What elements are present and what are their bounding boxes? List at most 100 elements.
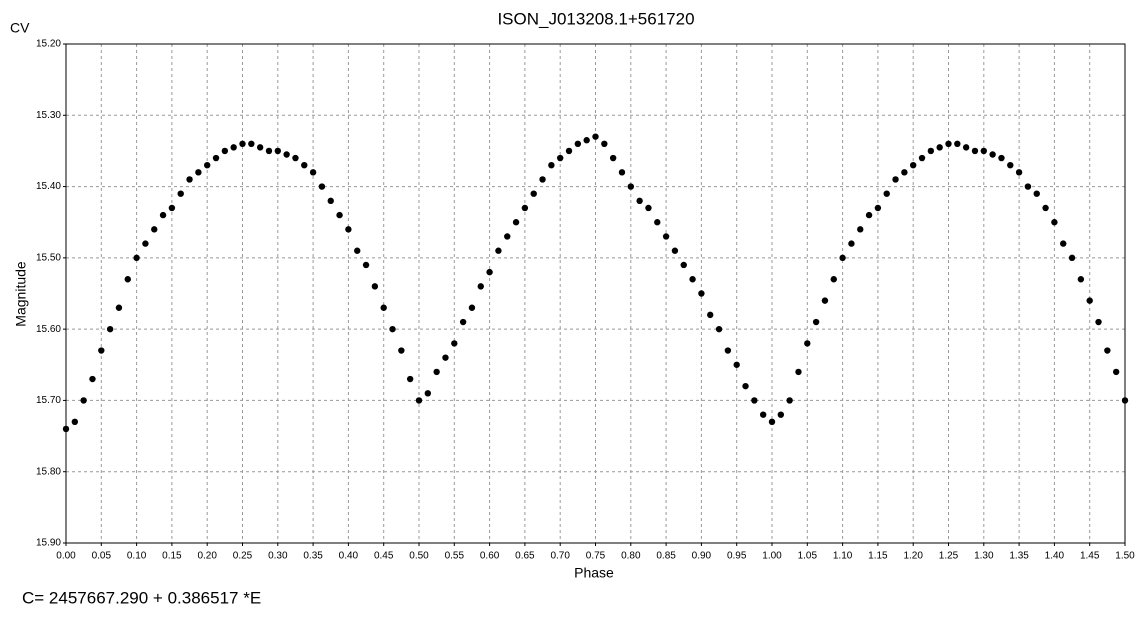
point: [486, 268, 493, 276]
point: [865, 211, 873, 219]
point: [812, 318, 820, 326]
point: [459, 318, 467, 326]
point: [133, 254, 140, 262]
point: [495, 247, 502, 254]
point: [168, 204, 176, 212]
point: [804, 340, 811, 347]
x-tick-label: 1.25: [939, 551, 959, 562]
point: [662, 233, 670, 240]
point: [962, 144, 970, 151]
point: [230, 144, 237, 151]
point: [998, 154, 1005, 162]
point: [609, 154, 617, 162]
point: [371, 283, 379, 290]
point: [857, 226, 864, 233]
x-tick-label: 0.20: [197, 551, 217, 562]
point: [327, 197, 334, 205]
point: [221, 147, 229, 155]
point: [406, 375, 414, 383]
point: [901, 169, 908, 176]
point: [274, 147, 281, 155]
y-tick-label: 15.80: [36, 466, 61, 477]
x-tick-label: 0.80: [621, 551, 641, 562]
point: [336, 211, 343, 219]
point: [989, 151, 996, 158]
point: [362, 261, 370, 269]
x-tick-label: 0.65: [515, 551, 535, 562]
point: [918, 154, 926, 162]
point: [565, 147, 573, 155]
x-tick-label: 1.05: [798, 551, 818, 562]
points: [62, 133, 1129, 433]
x-tick-label: 0.25: [233, 551, 253, 562]
point: [106, 325, 114, 333]
point: [636, 197, 643, 205]
x-tick-label: 1.50: [1115, 551, 1135, 562]
point: [821, 297, 829, 304]
point: [777, 411, 785, 418]
point: [927, 147, 935, 155]
point: [698, 290, 705, 297]
point: [354, 247, 361, 254]
point: [786, 397, 793, 404]
point: [177, 190, 184, 197]
point: [239, 140, 246, 147]
point: [910, 161, 917, 169]
point: [451, 340, 458, 347]
point: [204, 161, 211, 169]
point: [142, 240, 149, 247]
point: [1086, 297, 1093, 304]
point: [1104, 347, 1111, 354]
point: [733, 361, 740, 368]
x-tick-label: 1.45: [1080, 551, 1100, 562]
point: [186, 176, 193, 183]
point: [874, 204, 882, 212]
x-tick-label: 1.30: [974, 551, 994, 562]
point: [768, 418, 776, 426]
point: [504, 233, 511, 240]
x-tick-label: 0.90: [692, 551, 712, 562]
point: [398, 347, 405, 354]
point: [415, 397, 423, 404]
point: [1060, 240, 1067, 247]
point: [1068, 254, 1076, 262]
point: [839, 254, 846, 262]
point: [124, 276, 131, 283]
y-tick-label: 15.30: [36, 110, 61, 121]
x-tick-label: 0.85: [656, 551, 676, 562]
x-tick-label: 0.10: [127, 551, 147, 562]
y-tick-label: 15.60: [36, 324, 61, 335]
point: [98, 347, 105, 354]
x-tick-label: 1.10: [833, 551, 853, 562]
x-tick-label: 0.50: [409, 551, 429, 562]
point: [159, 211, 167, 219]
footer-formula: C= 2457667.290 + 0.386517 *E: [22, 588, 261, 607]
point: [883, 190, 890, 197]
y-tick-label: 15.40: [36, 181, 61, 192]
point: [848, 240, 855, 247]
x-tick-label: 0.75: [586, 551, 606, 562]
point: [468, 304, 476, 311]
point: [830, 276, 837, 283]
point: [936, 144, 943, 151]
point: [1024, 183, 1032, 190]
y-tick-label: 15.20: [36, 39, 61, 50]
point: [442, 354, 449, 361]
point: [380, 304, 387, 311]
x-tick-label: 1.20: [903, 551, 923, 562]
x-tick-label: 0.30: [268, 551, 288, 562]
x-tick-label: 0.40: [339, 551, 359, 562]
point: [530, 190, 537, 197]
point: [557, 154, 564, 162]
point: [477, 283, 484, 290]
point: [715, 325, 723, 333]
point: [671, 247, 679, 254]
x-tick-label: 0.45: [374, 551, 394, 562]
point: [292, 154, 299, 162]
point: [945, 140, 952, 147]
point: [1095, 318, 1102, 326]
corner-label: CV: [10, 20, 30, 36]
point: [592, 133, 599, 140]
